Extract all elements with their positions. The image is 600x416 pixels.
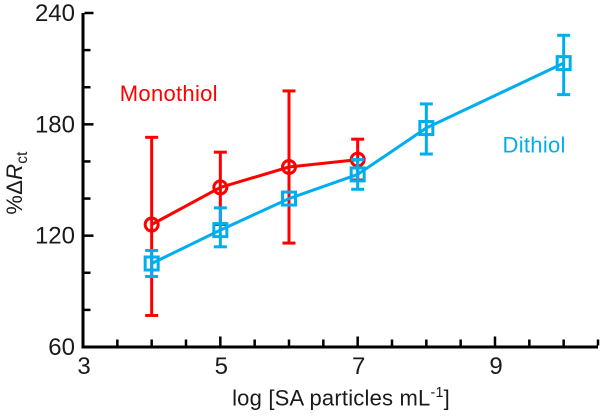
marker-circle-monothiol (281, 159, 297, 176)
y-tick-label: 120 (35, 223, 75, 250)
y-tick-label: 60 (48, 334, 75, 361)
marker-square-dithiol (555, 55, 572, 72)
x-axis-title: log [SA particles mL-1] (232, 385, 450, 411)
x-tick-label: 5 (215, 353, 228, 380)
marker-circle-monothiol (143, 216, 160, 233)
x-axis-title-superscript: -1 (430, 385, 444, 401)
x-tick-label: 7 (352, 353, 365, 380)
marker-square-dithiol (143, 255, 160, 272)
series-line-monothiol (150, 158, 358, 226)
y-axis-title-symbol: R (1, 163, 27, 180)
marker-square-dithiol (349, 166, 366, 183)
y-axis-title-subscript: ct (14, 151, 32, 164)
series-line-dithiol (151, 61, 565, 265)
x-tick-label: 9 (489, 353, 502, 380)
x-tick-label: 3 (77, 353, 90, 380)
x-axis-title-prefix: log [SA particles mL (232, 385, 431, 411)
y-tick-label: 180 (35, 111, 75, 138)
marker-square-dithiol (418, 120, 435, 137)
marker-square-dithiol (212, 222, 229, 239)
y-axis-title-prefix: %Δ (1, 179, 27, 215)
marker-square-dithiol (281, 190, 297, 207)
y-tick-label: 240 (35, 0, 75, 27)
marker-circle-monothiol (212, 179, 229, 196)
series-label-monothiol: Monothiol (120, 81, 218, 106)
series-label-dithiol: Dithiol (503, 133, 566, 158)
y-axis-title: %ΔRct (2, 151, 32, 214)
x-axis-title-suffix: ] (443, 385, 450, 411)
